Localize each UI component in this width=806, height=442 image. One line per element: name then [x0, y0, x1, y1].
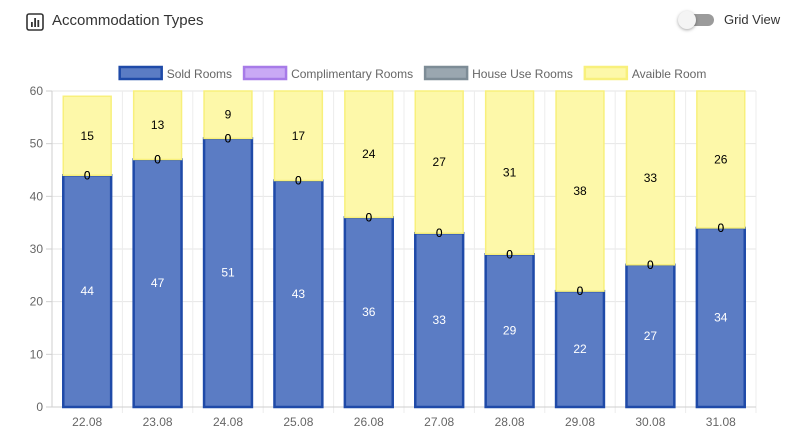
data-label-avaible-room: 13 — [151, 118, 165, 132]
data-label-complimentary-rooms: 0 — [577, 284, 584, 298]
data-label-house-use-rooms: 0 — [577, 284, 584, 298]
data-label-avaible-room: 15 — [81, 129, 95, 143]
y-tick-label: 20 — [30, 295, 44, 309]
x-tick-label: 25.08 — [283, 415, 313, 429]
data-label-avaible-room: 38 — [573, 184, 587, 198]
y-tick-label: 50 — [30, 137, 44, 151]
data-label-complimentary-rooms: 0 — [506, 247, 513, 261]
y-tick-label: 30 — [30, 242, 44, 256]
bar-sold-rooms[interactable] — [202, 137, 254, 409]
bar-sold-rooms[interactable] — [132, 158, 183, 409]
legend-label-avaible-room[interactable]: Avaible Room — [632, 67, 706, 81]
legend-swatch-avaible-room[interactable] — [583, 65, 629, 81]
data-label-avaible-room: 26 — [714, 152, 728, 166]
data-label-house-use-rooms: 0 — [436, 226, 443, 240]
legend-swatch-complimentary-rooms[interactable] — [242, 65, 288, 81]
data-label-sold-rooms: 36 — [362, 305, 376, 319]
data-label-sold-rooms: 34 — [714, 310, 728, 324]
stacked-bar-chart: 0 10 20 30 40 50 60 44 15 0 0 22.08 47 13 0 0 23.08 51 9 0 0… — [30, 65, 757, 429]
y-tick-label: 40 — [30, 189, 44, 203]
data-label-house-use-rooms: 0 — [506, 247, 513, 261]
data-label-avaible-room: 24 — [362, 147, 376, 161]
data-label-house-use-rooms: 0 — [295, 174, 302, 188]
data-label-sold-rooms: 33 — [433, 313, 447, 327]
legend-label-sold-rooms[interactable]: Sold Rooms — [167, 67, 232, 81]
data-label-house-use-rooms: 0 — [154, 152, 161, 166]
data-label-avaible-room: 33 — [644, 171, 658, 185]
bar-avaible-room[interactable] — [273, 90, 324, 182]
chart-header: Accommodation Types Grid View — [0, 0, 806, 40]
data-label-sold-rooms: 43 — [292, 287, 306, 301]
bar-avaible-room[interactable] — [555, 90, 605, 292]
y-tick-label: 0 — [36, 400, 43, 414]
data-label-sold-rooms: 22 — [573, 342, 587, 356]
data-label-house-use-rooms: 0 — [84, 168, 91, 182]
bar-avaible-room[interactable] — [62, 95, 112, 177]
grid-view-label[interactable]: Grid View — [724, 12, 781, 27]
x-tick-label: 28.08 — [495, 415, 525, 429]
data-label-sold-rooms: 29 — [503, 324, 517, 338]
data-label-sold-rooms: 44 — [81, 284, 95, 298]
bar-avaible-room[interactable] — [203, 90, 253, 140]
data-label-avaible-room: 17 — [292, 129, 306, 143]
bar-sold-rooms[interactable] — [414, 231, 465, 409]
bar-sold-rooms[interactable] — [273, 179, 324, 409]
bar-avaible-room[interactable] — [696, 90, 746, 229]
y-tick-label: 60 — [30, 84, 44, 98]
toggle-knob — [678, 11, 696, 29]
x-tick-label: 31.08 — [706, 415, 736, 429]
bar-sold-rooms[interactable] — [625, 263, 676, 409]
legend-label-complimentary-rooms[interactable]: Complimentary Rooms — [291, 67, 413, 81]
x-tick-label: 26.08 — [354, 415, 384, 429]
data-label-complimentary-rooms: 0 — [225, 131, 232, 145]
x-tick-label: 22.08 — [72, 415, 102, 429]
x-tick-label: 24.08 — [213, 415, 243, 429]
x-tick-label: 23.08 — [143, 415, 173, 429]
data-label-house-use-rooms: 0 — [225, 131, 232, 145]
bar-chart-icon — [26, 13, 44, 31]
chart-title: Accommodation Types — [52, 12, 204, 29]
data-label-house-use-rooms: 0 — [365, 210, 372, 224]
legend-swatch-sold-rooms[interactable] — [118, 65, 163, 81]
data-label-complimentary-rooms: 0 — [647, 258, 654, 272]
data-label-avaible-room: 27 — [433, 155, 447, 169]
data-label-complimentary-rooms: 0 — [154, 152, 161, 166]
y-tick-label: 10 — [30, 347, 44, 361]
grid-view-toggle[interactable] — [678, 11, 716, 29]
bar-avaible-room[interactable] — [414, 90, 464, 234]
x-tick-label: 27.08 — [424, 415, 454, 429]
data-label-complimentary-rooms: 0 — [436, 226, 443, 240]
legend-swatch-house-use-rooms[interactable] — [423, 65, 469, 81]
bar-avaible-room[interactable] — [344, 90, 394, 219]
data-label-house-use-rooms: 0 — [717, 221, 724, 235]
bar-avaible-room[interactable] — [484, 90, 535, 256]
data-label-complimentary-rooms: 0 — [84, 168, 91, 182]
x-tick-label: 30.08 — [635, 415, 665, 429]
data-label-complimentary-rooms: 0 — [295, 174, 302, 188]
bar-sold-rooms[interactable] — [484, 253, 535, 409]
data-label-sold-rooms: 27 — [644, 329, 658, 343]
data-label-complimentary-rooms: 0 — [365, 210, 372, 224]
bar-avaible-room[interactable] — [625, 90, 676, 266]
data-label-avaible-room: 31 — [503, 166, 517, 180]
legend-label-house-use-rooms[interactable]: House Use Rooms — [472, 67, 573, 81]
data-label-complimentary-rooms: 0 — [717, 221, 724, 235]
bar-sold-rooms[interactable] — [554, 289, 606, 409]
data-label-avaible-room: 9 — [225, 108, 232, 122]
data-label-sold-rooms: 51 — [221, 266, 235, 280]
bar-sold-rooms[interactable] — [343, 216, 394, 409]
bar-sold-rooms[interactable] — [695, 226, 746, 409]
data-label-sold-rooms: 47 — [151, 276, 165, 290]
x-tick-label: 29.08 — [565, 415, 595, 429]
bar-avaible-room[interactable] — [132, 90, 183, 161]
data-label-house-use-rooms: 0 — [647, 258, 654, 272]
bar-sold-rooms[interactable] — [62, 174, 113, 409]
